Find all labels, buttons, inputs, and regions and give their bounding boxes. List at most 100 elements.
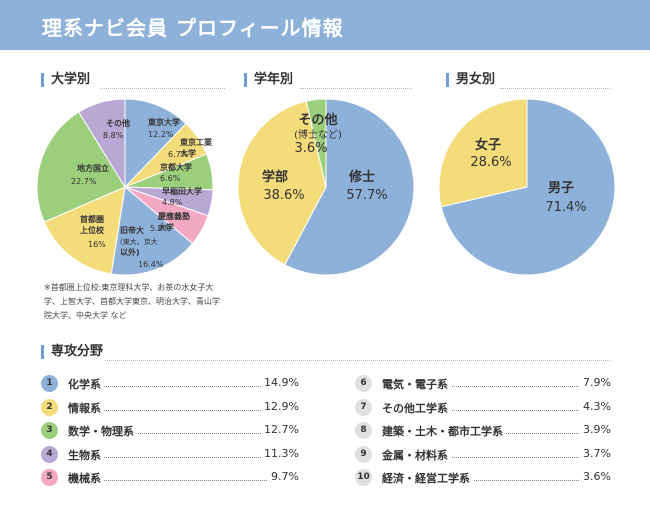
- university-slice-label-5: (東大、京大: [120, 237, 158, 246]
- field-label: 建築・土木・都市工学系: [382, 423, 506, 439]
- field-row: 8 建築・土木・都市工学系 3.9%: [355, 422, 611, 440]
- field-label: 情報系: [68, 399, 104, 416]
- field-percent: 3.9%: [580, 423, 611, 436]
- university-slice-label-4: 大学: [158, 222, 174, 232]
- university-slice-value-6: 16%: [88, 240, 106, 249]
- field-percent: 12.9%: [261, 399, 299, 413]
- field-leader-dots: [382, 480, 611, 481]
- field-row: 7 その他工学系 4.3%: [355, 398, 611, 417]
- field-rank-badge: 2: [41, 398, 58, 416]
- university-slice-label-1: 東京工業: [180, 137, 213, 147]
- university-slice-label-0: 東京大学: [148, 117, 180, 127]
- page-title: 理系ナビ会員 プロフィール情報: [42, 16, 344, 40]
- fields-title-rule: [105, 360, 610, 361]
- university-slice-0: [124, 98, 187, 189]
- university-slice-label-5: 旧帝大: [120, 225, 144, 235]
- field-row: 10 経済・経営工学系 3.6%: [355, 469, 611, 487]
- field-percent: 3.7%: [580, 446, 611, 460]
- gender-title-rule: [500, 88, 610, 89]
- grade-slice-value-1: 38.6%: [263, 188, 304, 203]
- grade-title-rule: [300, 88, 412, 89]
- field-label: 金属・材料系: [382, 446, 451, 463]
- university-slice-label-2: 京都大学: [160, 162, 192, 172]
- grade-slice-2: [305, 98, 327, 188]
- field-rank-badge: 1: [41, 375, 58, 392]
- university-slice-label-6: 上位校: [80, 225, 105, 235]
- page-header: 理系ナビ会員 プロフィール情報: [0, 0, 650, 50]
- university-slice-label-4: 慶應義塾: [158, 211, 190, 221]
- field-rank-badge: 3: [41, 422, 58, 439]
- university-slice-label-1: 大学: [180, 148, 196, 158]
- university-slice-8: [78, 98, 126, 189]
- grade-slice-value-2: 3.6%: [294, 141, 327, 156]
- field-row: 2 情報系 12.9%: [41, 398, 299, 417]
- university-slice-value-8: 8.8%: [103, 131, 124, 140]
- field-leader-dots: [68, 386, 299, 387]
- university-slice-7: [36, 111, 126, 223]
- field-label: その他工学系: [382, 399, 451, 416]
- field-percent: 14.9%: [261, 376, 299, 389]
- field-leader-dots: [382, 386, 611, 387]
- field-label: 電気・電子系: [382, 376, 451, 392]
- grade-slice-label-0: 修士: [348, 169, 375, 185]
- gender-slice-0: [440, 98, 616, 276]
- fields-section-title: 専攻分野: [41, 345, 103, 359]
- field-rank-badge: 8: [355, 422, 372, 439]
- university-slice-value-2: 6.6%: [160, 174, 181, 183]
- university-slice-value-5: 16.4%: [138, 260, 164, 269]
- university-slice-label-7: 地方国立: [77, 163, 109, 173]
- field-percent: 9.7%: [268, 470, 299, 483]
- field-label: 経済・経営工学系: [382, 470, 473, 486]
- field-row: 5 機械系 9.7%: [41, 469, 299, 487]
- field-leader-dots: [382, 409, 611, 411]
- field-label: 数学・物理系: [68, 423, 137, 439]
- field-rank-badge: 9: [355, 445, 372, 463]
- field-row: 6 電気・電子系 7.9%: [355, 375, 611, 393]
- university-title-rule: [100, 88, 225, 89]
- field-rank-badge: 5: [41, 469, 58, 486]
- grade-section-title: 学年別: [244, 73, 293, 87]
- university-slice-label-8: その他: [106, 118, 130, 128]
- field-percent: 11.3%: [261, 446, 299, 460]
- university-slice-label-5: 以外): [120, 247, 140, 257]
- field-percent: 12.7%: [261, 423, 299, 436]
- gender-slice-value-1: 28.6%: [470, 155, 511, 170]
- field-leader-dots: [382, 456, 611, 458]
- field-rank-badge: 10: [355, 469, 372, 486]
- gender-slice-label-1: 女子: [475, 137, 501, 153]
- university-slice-label-3: 早稲田大学: [162, 186, 202, 196]
- university-slice-value-1: 6.7%: [168, 150, 189, 159]
- gender-slice-1: [438, 98, 528, 208]
- field-row: 3 数学・物理系 12.7%: [41, 422, 299, 440]
- university-slice-6: [43, 186, 126, 275]
- university-note: ※首都圏上位校:東京理科大学、お茶の水女子大学、上智大学、首都大学東京、明治大学…: [44, 283, 220, 320]
- grade-slice-label-2: その他: [298, 112, 337, 128]
- university-slice-value-0: 12.2%: [148, 130, 174, 139]
- university-slice-value-7: 22.7%: [71, 177, 97, 186]
- field-percent: 7.9%: [580, 376, 611, 389]
- university-slice-value-3: 4.8%: [162, 198, 183, 207]
- grade-slice-value-0: 57.7%: [346, 188, 387, 203]
- field-row: 1 化学系 14.9%: [41, 375, 299, 393]
- field-leader-dots: [68, 480, 299, 481]
- field-leader-dots: [68, 433, 299, 434]
- gender-slice-value-0: 71.4%: [545, 200, 586, 215]
- field-leader-dots: [68, 409, 299, 411]
- field-rank-badge: 7: [355, 398, 372, 416]
- grade-slice-0: [284, 98, 415, 276]
- grade-slice-label-2: (博士など): [294, 128, 342, 141]
- field-label: 生物系: [68, 446, 104, 463]
- grade-slice-1: [237, 100, 327, 266]
- university-slice-5: [110, 186, 194, 276]
- field-row: 9 金属・材料系 3.7%: [355, 445, 611, 464]
- field-leader-dots: [68, 456, 299, 458]
- university-slice-label-6: 首都圏: [80, 214, 104, 224]
- field-label: 化学系: [68, 376, 104, 392]
- university-section-title: 大学別: [41, 73, 90, 87]
- grade-slice-label-1: 学部: [262, 169, 288, 185]
- university-slice-value-4: 5.8%: [150, 224, 171, 233]
- field-rank-badge: 4: [41, 445, 58, 463]
- gender-slice-label-0: 男子: [548, 181, 574, 196]
- field-label: 機械系: [68, 470, 104, 486]
